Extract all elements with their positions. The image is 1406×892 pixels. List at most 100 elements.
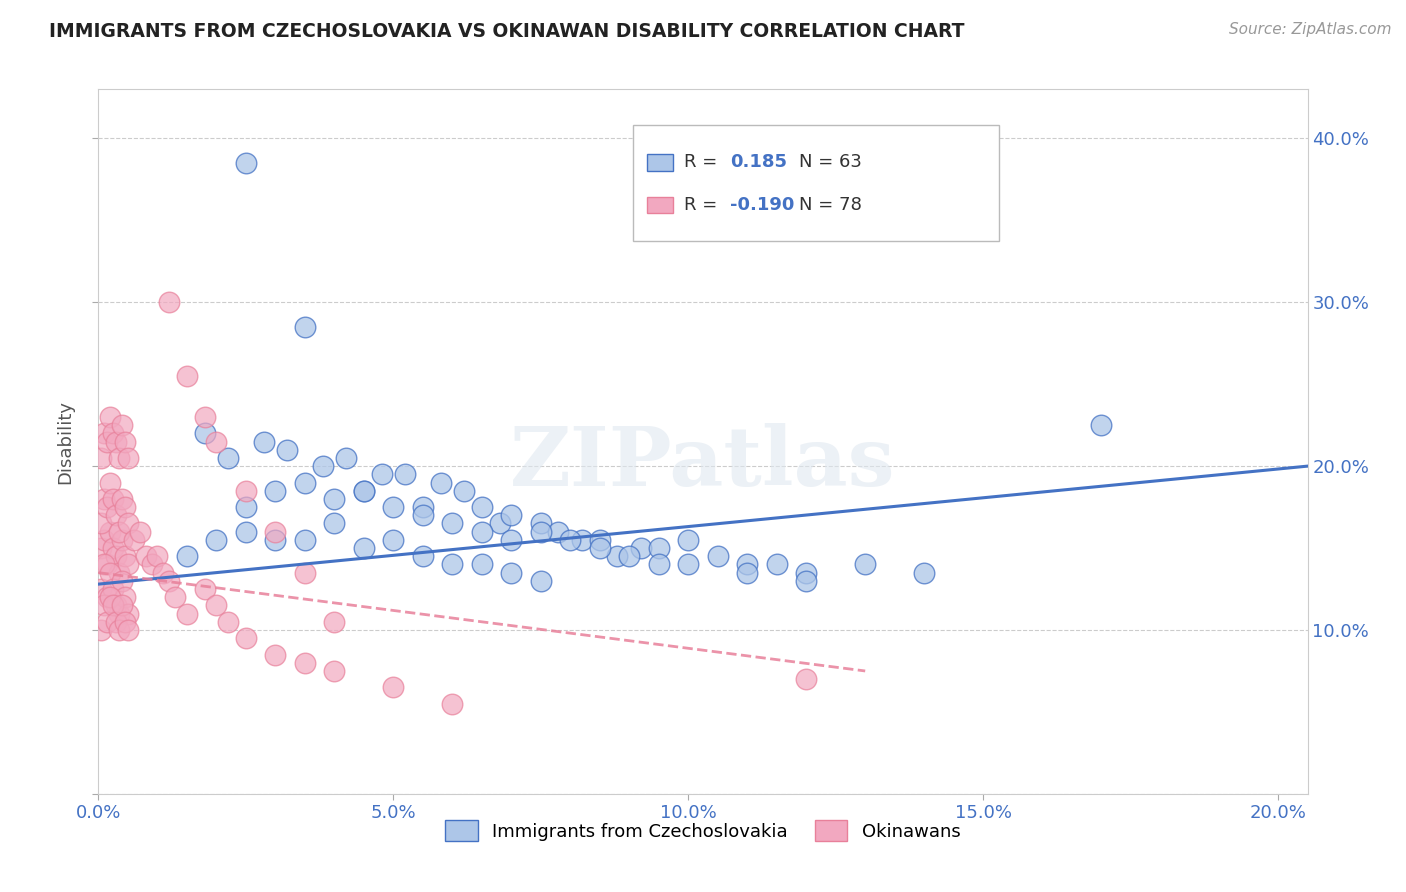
Point xyxy=(101,582,124,596)
Point xyxy=(294,475,316,490)
Point xyxy=(394,467,416,482)
Point xyxy=(530,524,553,539)
Point xyxy=(530,516,553,531)
Point xyxy=(235,483,257,498)
Point xyxy=(176,369,198,384)
Point xyxy=(108,607,131,621)
Point xyxy=(794,574,817,588)
Point xyxy=(560,533,582,547)
Point xyxy=(441,516,464,531)
Point xyxy=(165,591,187,605)
Point xyxy=(93,491,115,506)
Point xyxy=(205,599,228,613)
Point xyxy=(412,508,434,523)
Point xyxy=(194,426,217,441)
Point xyxy=(294,533,316,547)
Point xyxy=(117,516,139,531)
Point xyxy=(606,549,628,564)
Point xyxy=(217,615,239,629)
Point xyxy=(114,434,136,449)
Point xyxy=(1090,418,1112,433)
Point xyxy=(323,664,346,678)
Point xyxy=(101,491,124,506)
Point xyxy=(111,533,134,547)
Point xyxy=(93,558,115,572)
Point xyxy=(530,574,553,588)
Point xyxy=(108,524,131,539)
Point xyxy=(96,500,118,514)
Point xyxy=(90,582,112,596)
Point xyxy=(276,442,298,457)
Point xyxy=(114,591,136,605)
Point xyxy=(311,459,333,474)
Point xyxy=(765,558,787,572)
Point xyxy=(571,533,593,547)
Text: -0.190: -0.190 xyxy=(731,196,794,214)
Point xyxy=(678,533,700,547)
Point xyxy=(235,524,257,539)
Point xyxy=(453,483,475,498)
Point xyxy=(205,434,228,449)
Point xyxy=(90,450,112,465)
Point xyxy=(194,409,217,424)
Point xyxy=(294,566,316,580)
Point xyxy=(794,566,817,580)
Point xyxy=(98,566,121,580)
Point xyxy=(589,541,612,555)
Point xyxy=(382,681,405,695)
Point xyxy=(176,607,198,621)
Point xyxy=(176,549,198,564)
Point xyxy=(547,524,569,539)
Point xyxy=(501,566,523,580)
Text: N = 78: N = 78 xyxy=(799,196,862,214)
Point xyxy=(252,434,274,449)
Point xyxy=(135,549,157,564)
Point xyxy=(105,549,128,564)
Point xyxy=(111,574,134,588)
Point xyxy=(912,566,935,580)
Point xyxy=(111,418,134,433)
Point xyxy=(93,533,115,547)
Text: ZIPatlas: ZIPatlas xyxy=(510,423,896,503)
Point xyxy=(264,483,287,498)
Point xyxy=(323,516,346,531)
Point xyxy=(152,566,174,580)
Text: IMMIGRANTS FROM CZECHOSLOVAKIA VS OKINAWAN DISABILITY CORRELATION CHART: IMMIGRANTS FROM CZECHOSLOVAKIA VS OKINAW… xyxy=(49,22,965,41)
Point xyxy=(105,599,128,613)
Point xyxy=(412,500,434,514)
Point xyxy=(630,541,652,555)
Point xyxy=(471,500,494,514)
Point xyxy=(111,599,134,613)
Point xyxy=(471,524,494,539)
Point xyxy=(117,623,139,637)
Text: R =: R = xyxy=(685,153,723,171)
Point xyxy=(128,524,150,539)
Point xyxy=(412,549,434,564)
Point xyxy=(117,558,139,572)
Point xyxy=(441,558,464,572)
Point xyxy=(488,516,510,531)
Point xyxy=(794,672,817,686)
Point xyxy=(108,450,131,465)
Point xyxy=(105,615,128,629)
Point xyxy=(108,623,131,637)
Point xyxy=(294,656,316,670)
Point xyxy=(264,648,287,662)
Point xyxy=(98,524,121,539)
Point xyxy=(101,541,124,555)
Point xyxy=(122,533,145,547)
Point xyxy=(735,566,758,580)
Text: Source: ZipAtlas.com: Source: ZipAtlas.com xyxy=(1229,22,1392,37)
Point xyxy=(90,623,112,637)
Point xyxy=(96,434,118,449)
Point xyxy=(98,409,121,424)
Point xyxy=(619,549,641,564)
Point xyxy=(235,500,257,514)
Point xyxy=(294,319,316,334)
Point xyxy=(114,500,136,514)
Y-axis label: Disability: Disability xyxy=(56,400,75,483)
Point xyxy=(117,607,139,621)
Point xyxy=(93,426,115,441)
Point xyxy=(146,549,169,564)
Point xyxy=(335,450,357,465)
